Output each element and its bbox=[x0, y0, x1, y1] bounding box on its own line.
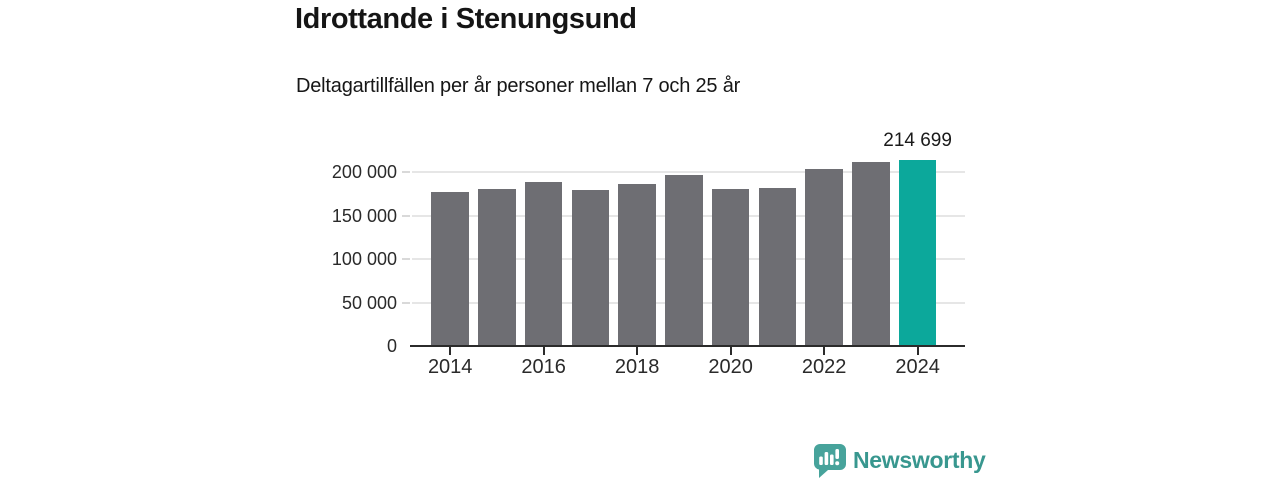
x-axis-tick bbox=[542, 347, 545, 356]
y-axis-tick-label: 0 bbox=[386, 336, 397, 356]
newsworthy-brand: Newsworthy bbox=[812, 442, 986, 478]
bar bbox=[618, 184, 656, 346]
x-axis-tick-label: 2022 bbox=[801, 356, 847, 378]
newsworthy-brand-name: Newsworthy bbox=[853, 447, 986, 473]
x-axis-tick-label: 2020 bbox=[708, 356, 753, 378]
x-axis-tick bbox=[636, 347, 639, 356]
bar bbox=[478, 189, 516, 346]
y-axis-tick-label: 50 000 bbox=[341, 292, 397, 313]
bar bbox=[711, 188, 750, 346]
y-axis-tick-label: 150 000 bbox=[331, 205, 397, 226]
bar bbox=[571, 189, 610, 346]
y-axis-tick bbox=[402, 258, 410, 261]
y-axis-tick bbox=[402, 214, 410, 217]
x-axis-tick-label: 2014 bbox=[427, 356, 473, 378]
chart-title: Idrottande i Stenungsund bbox=[295, 3, 637, 35]
y-axis-tick-label: 100 000 bbox=[331, 249, 397, 270]
x-axis-tick bbox=[449, 347, 452, 356]
chart-subtitle: Deltagartillfällen per år personer mella… bbox=[296, 75, 741, 97]
x-axis-tick bbox=[823, 347, 826, 356]
highlight-bar-value-label: 214 699 bbox=[883, 130, 952, 151]
x-axis-line bbox=[410, 344, 965, 348]
x-axis-tick bbox=[916, 347, 919, 356]
bar bbox=[524, 181, 563, 346]
y-axis-tick bbox=[402, 301, 410, 304]
newsworthy-logo-icon bbox=[812, 442, 846, 478]
bar bbox=[805, 169, 843, 346]
x-axis-tick bbox=[729, 347, 732, 356]
y-gridline bbox=[412, 171, 965, 174]
x-axis-tick-label: 2016 bbox=[521, 356, 566, 378]
x-axis-tick-label: 2024 bbox=[895, 356, 940, 378]
bar bbox=[852, 161, 890, 346]
bar bbox=[665, 175, 703, 346]
bar-highlighted bbox=[898, 159, 937, 346]
bar bbox=[431, 191, 469, 346]
y-axis-tick-label: 200 000 bbox=[331, 162, 397, 183]
y-axis-tick bbox=[402, 171, 410, 174]
bar bbox=[758, 188, 797, 346]
x-axis-tick-label: 2018 bbox=[614, 356, 660, 378]
